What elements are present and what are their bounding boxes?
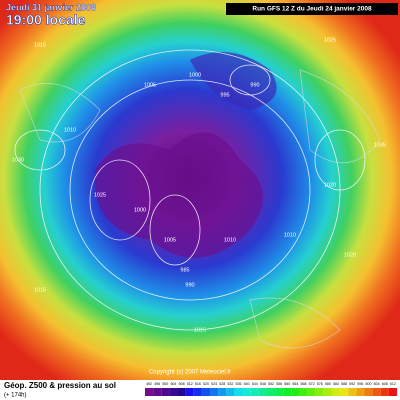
isobar-label: 1035 [374, 142, 386, 148]
isobar-label: 995 [220, 92, 229, 98]
colorbar-label: 576 [317, 382, 323, 386]
colorbar-cell [299, 388, 308, 396]
isobar-label: 1000 [189, 72, 201, 78]
colorbar-cell [388, 388, 397, 396]
colorbar-label: 532 [227, 382, 233, 386]
colorbar-label: 600 [366, 382, 372, 386]
colorbar-label: 552 [268, 382, 274, 386]
colorbar-cell [226, 388, 235, 396]
colorbar-cell [234, 388, 243, 396]
low [190, 52, 277, 110]
isobar-label: 1005 [164, 237, 176, 243]
run-info: Run GFS 12 Z du Jeudi 24 janvier 2008 [252, 6, 372, 13]
colorbar-cell [283, 388, 292, 396]
copyright: Copyright (c) 2007 Meteociel.fr [149, 370, 231, 376]
isobar-label: 1015 [34, 42, 46, 48]
colorbar-label: 492 [146, 382, 152, 386]
isobar-label: 1025 [94, 192, 106, 198]
isobar-label: 1010 [224, 237, 236, 243]
coastlines [19, 69, 381, 349]
colorbar-label: 560 [284, 382, 290, 386]
colorbar-cell [323, 388, 332, 396]
colorbar-label: 544 [252, 382, 258, 386]
footer-title: Géop. Z500 & pression au sol [4, 381, 116, 390]
colorbar-cell [307, 388, 316, 396]
colorbar-cell [315, 388, 324, 396]
colorbar-label: 556 [276, 382, 282, 386]
colorbar-label: 520 [203, 382, 209, 386]
isobar-label: 1025 [324, 37, 336, 43]
colorbar-label: 580 [325, 382, 331, 386]
colorbar-cell [169, 388, 178, 396]
colorbar-label: 516 [195, 382, 201, 386]
isobar-label: 1020 [344, 252, 356, 258]
colorbar-label: 496 [154, 382, 160, 386]
colorbar-label: 540 [244, 382, 250, 386]
colorbar-cell [380, 388, 389, 396]
colorbar-label: 584 [333, 382, 339, 386]
colorbar-cell [177, 388, 186, 396]
forecast-date: Jeudi 31 janvier 2008 [6, 2, 96, 12]
colorbar-label: 596 [357, 382, 363, 386]
colorbar-cell [356, 388, 365, 396]
isobar-label: 1005 [144, 82, 156, 88]
colorbar-cell [185, 388, 194, 396]
colorbar-label: 524 [211, 382, 217, 386]
colorbar: 492 496 500 504 508 512 516 520 524 528 532 536 540 5… [145, 382, 397, 396]
colorbar-label: 572 [309, 382, 315, 386]
isobar-label: 1015 [194, 327, 206, 333]
isobar-label: 990 [185, 282, 194, 288]
colorbar-cell [331, 388, 341, 396]
isobar-label: 1000 [134, 207, 146, 213]
colorbar-cell [153, 388, 162, 396]
colorbar-label: 548 [260, 382, 266, 386]
colorbar-label: 512 [187, 382, 193, 386]
colorbar-label: 604 [374, 382, 380, 386]
colorbar-label: 528 [219, 382, 225, 386]
isobar-label: 1020 [324, 182, 336, 188]
isobar-labels: 1015 1025 1005 1010 990 995 1000 1030 1035 1020 98… [12, 37, 386, 333]
colorbar-cell [348, 388, 357, 396]
colorbar-cell [193, 388, 202, 396]
colorbar-label: 568 [301, 382, 307, 386]
colorbar-label: 564 [292, 382, 298, 386]
colorbar-cell [275, 388, 284, 396]
colorbar-cell [250, 388, 259, 396]
colorbar-cell [218, 388, 227, 396]
isobar-label: 1015 [34, 287, 46, 293]
colorbar-label: 504 [170, 382, 176, 386]
colorbar-cell [161, 388, 170, 396]
run-bg [226, 3, 398, 15]
colorbar-cell [364, 388, 373, 396]
colorbar-cell [201, 388, 211, 396]
isobar-label: 1010 [284, 232, 296, 238]
isobar-label: 1030 [12, 157, 24, 163]
forecast-time: 19:00 locale [6, 12, 86, 28]
colorbar-label: 500 [162, 382, 168, 386]
colorbar-cell [258, 388, 267, 396]
colorbar-label: 608 [382, 382, 388, 386]
isobar-label: 990 [250, 82, 259, 88]
isobar-label: 1010 [64, 127, 76, 133]
isobars [14, 49, 366, 331]
colorbar-cell [242, 388, 251, 396]
colorbar-label: 508 [179, 382, 185, 386]
footer-lead: (+ 174h) [4, 393, 27, 399]
colorbar-cell [372, 388, 381, 396]
colorbar-cell [291, 388, 300, 396]
colorbar-cell [145, 388, 154, 396]
colorbar-cell [340, 388, 349, 396]
colorbar-cell [210, 388, 219, 396]
colorbar-label: 592 [349, 382, 355, 386]
colorbar-label: 588 [341, 382, 347, 386]
isobar-label: 985 [180, 267, 189, 273]
colorbar-label: 536 [235, 382, 241, 386]
colorbar-cell [266, 388, 276, 396]
colorbar-label: 612 [390, 382, 396, 386]
